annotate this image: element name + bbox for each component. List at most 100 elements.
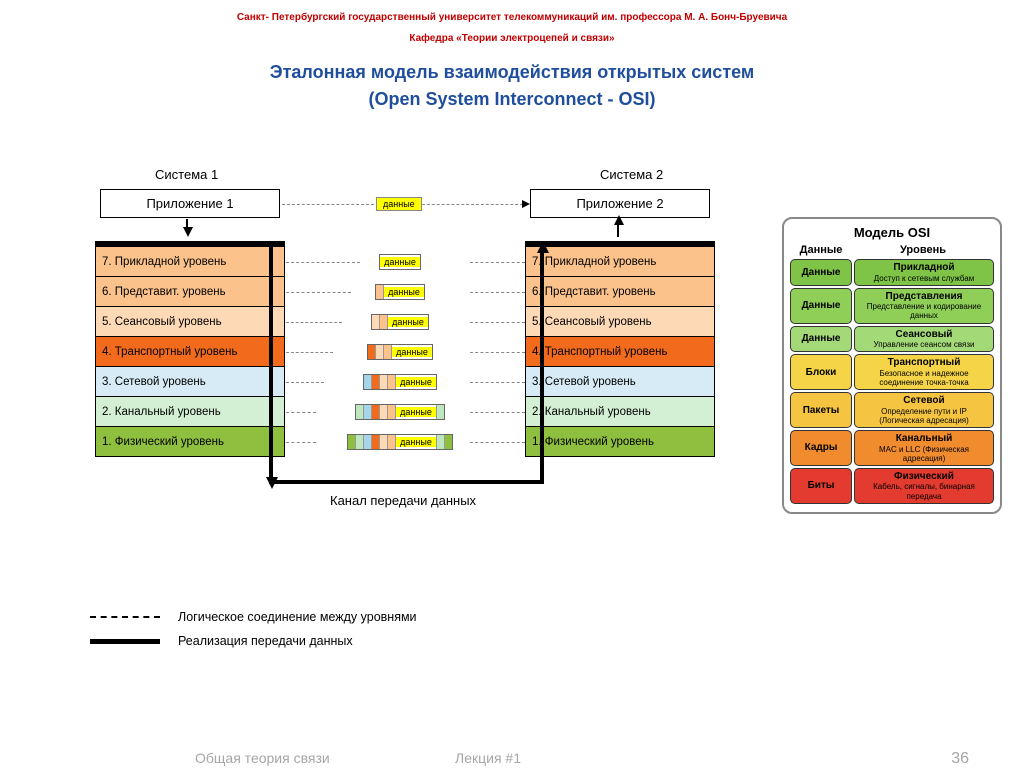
data-capsule: данные — [355, 404, 445, 420]
footer-course: Общая теория связи — [195, 750, 330, 766]
layer-1: 1. Физический уровень — [95, 427, 285, 457]
osi-data-cell: Данные — [790, 259, 852, 286]
slide-header: Санкт- Петербургский государственный уни… — [0, 0, 1024, 110]
osi-level-cell: СеансовыйУправление сеансом связи — [854, 326, 994, 353]
osi-level-cell: ПредставленияПредставление и кодирование… — [854, 288, 994, 324]
legend-logical-text: Логическое соединение между уровнями — [178, 610, 417, 624]
dash-left — [286, 352, 333, 353]
flow-bottom-line — [269, 480, 544, 484]
arrow-up-app-icon — [614, 215, 624, 225]
osi-row: БлокиТранспортныйБезопасное и надежное с… — [790, 354, 994, 390]
application2-box: Приложение 2 — [530, 189, 710, 218]
osi-col-level: Уровень — [852, 244, 994, 256]
osi-data-cell: Блоки — [790, 354, 852, 390]
data-capsule: данные — [371, 314, 429, 330]
osi-row: ДанныеПредставленияПредставление и кодир… — [790, 288, 994, 324]
layer-1: 1. Физический уровень — [525, 427, 715, 457]
legend-logical: Логическое соединение между уровнями — [90, 610, 417, 624]
dash-right — [470, 352, 525, 353]
osi-row: ДанныеСеансовыйУправление сеансом связи — [790, 326, 994, 353]
osi-data-cell: Данные — [790, 326, 852, 353]
dash-left — [286, 292, 351, 293]
layer-2: 2. Канальный уровень — [525, 397, 715, 427]
flow-up-line — [540, 247, 544, 484]
layer-4: 4. Транспортный уровень — [95, 337, 285, 367]
osi-model-table: Модель OSI Данные Уровень ДанныеПрикладн… — [782, 217, 1002, 514]
capsule-row-5: данные — [330, 307, 470, 337]
flow-up-arrow-icon — [537, 241, 549, 253]
osi-data-cell: Данные — [790, 288, 852, 324]
osi-col-data: Данные — [790, 244, 852, 256]
layer-3: 3. Сетевой уровень — [525, 367, 715, 397]
layer-2: 2. Канальный уровень — [95, 397, 285, 427]
system2-label: Система 2 — [600, 167, 663, 182]
dash-line-icon — [90, 616, 160, 618]
arrow-down-icon — [183, 227, 193, 237]
dash-left — [286, 382, 324, 383]
layer-5: 5. Сеансовый уровень — [525, 307, 715, 337]
osi-row: БитыФизическийКабель, сигналы, бинарная … — [790, 468, 994, 504]
osi-row: ДанныеПрикладнойДоступ к сетевым службам — [790, 259, 994, 286]
legend: Логическое соединение между уровнями Реа… — [90, 610, 417, 658]
layer-5: 5. Сеансовый уровень — [95, 307, 285, 337]
data-capsule: данные — [367, 344, 433, 360]
page-number: 36 — [951, 750, 969, 768]
dash-right — [470, 292, 525, 293]
osi-level-cell: КанальныйMAC и LLC (Физическая адресация… — [854, 430, 994, 466]
dash-right — [470, 382, 525, 383]
layer-4: 4. Транспортный уровень — [525, 337, 715, 367]
data-capsule: данные — [379, 254, 421, 270]
osi-table-header: Данные Уровень — [790, 244, 994, 256]
dash-left — [286, 322, 342, 323]
layer-3: 3. Сетевой уровень — [95, 367, 285, 397]
osi-level-cell: ФизическийКабель, сигналы, бинарная пере… — [854, 468, 994, 504]
osi-data-cell: Кадры — [790, 430, 852, 466]
application1-box: Приложение 1 — [100, 189, 280, 218]
data-capsule: данные — [347, 434, 453, 450]
osi-level-cell: СетевойОпределение пути и IP (Логическая… — [854, 392, 994, 428]
legend-physical: Реализация передачи данных — [90, 634, 417, 648]
arrow-right-icon — [522, 200, 530, 208]
osi-data-cell: Пакеты — [790, 392, 852, 428]
slide-title-en: (Open System Interconnect - OSI) — [0, 89, 1024, 110]
dash-right — [470, 262, 525, 263]
dash-left — [286, 412, 316, 413]
osi-diagram: Система 1 Система 2 Приложение 1 Приложе… — [40, 175, 760, 595]
capsule-row-1: данные — [330, 427, 470, 457]
university-name: Санкт- Петербургский государственный уни… — [0, 12, 1024, 23]
capsule-row-6: данные — [330, 277, 470, 307]
channel-label: Канал передачи данных — [330, 493, 476, 508]
dash-left — [286, 262, 360, 263]
system1-label: Система 1 — [155, 167, 218, 182]
dash-right — [470, 412, 525, 413]
legend-physical-text: Реализация передачи данных — [178, 634, 353, 648]
osi-level-cell: ПрикладнойДоступ к сетевым службам — [854, 259, 994, 286]
dash-right — [470, 442, 525, 443]
layer-6: 6. Представит. уровень — [525, 277, 715, 307]
dash-app-left — [282, 204, 374, 205]
department-name: Кафедра «Теории электроцепей и связи» — [0, 33, 1024, 44]
system2-stack: 7. Прикладной уровень6. Представит. уров… — [525, 241, 715, 457]
osi-row: ПакетыСетевойОпределение пути и IP (Логи… — [790, 392, 994, 428]
osi-data-cell: Биты — [790, 468, 852, 504]
layer-7: 7. Прикладной уровень — [95, 247, 285, 277]
encapsulation-column: данные данные данные данные данные данные данн… — [330, 247, 470, 457]
system1-stack: 7. Прикладной уровень6. Представит. уров… — [95, 241, 285, 457]
capsule-row-3: данные — [330, 367, 470, 397]
data-pill-top: данные — [376, 197, 422, 211]
layer-7: 7. Прикладной уровень — [525, 247, 715, 277]
dash-left — [286, 442, 316, 443]
osi-table-title: Модель OSI — [790, 225, 994, 240]
data-capsule: данные — [375, 284, 425, 300]
slide-title-ru: Эталонная модель взаимодействия открытых… — [0, 62, 1024, 83]
solid-line-icon — [90, 639, 160, 644]
dash-app-right — [422, 204, 528, 205]
arrow-stem — [186, 219, 188, 229]
footer-lecture: Лекция #1 — [455, 750, 521, 766]
layer-6: 6. Представит. уровень — [95, 277, 285, 307]
capsule-row-4: данные — [330, 337, 470, 367]
dash-right — [470, 322, 525, 323]
flow-down-line — [269, 247, 273, 482]
capsule-row-2: данные — [330, 397, 470, 427]
osi-level-cell: ТранспортныйБезопасное и надежное соедин… — [854, 354, 994, 390]
